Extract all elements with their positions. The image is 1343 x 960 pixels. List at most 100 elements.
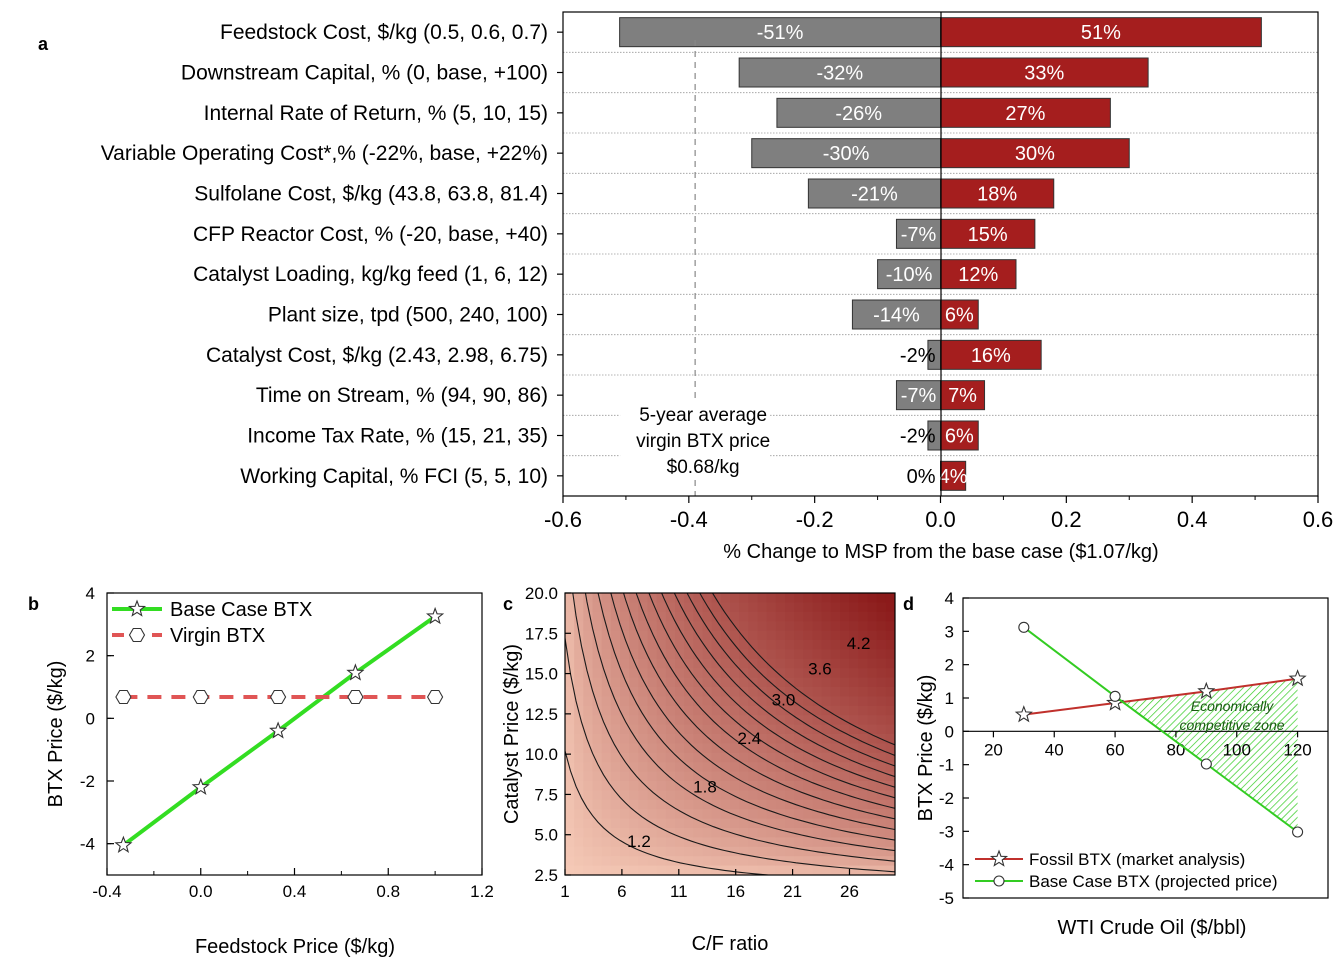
contour-line [711,593,895,746]
heatmap-cell [885,752,895,763]
x-tick-label: 0.4 [283,882,307,901]
heatmap-cell [583,705,594,716]
heatmap-cell [711,790,722,801]
heatmap-cell [821,734,832,744]
heatmap-cell [821,593,832,603]
heatmap-cell [720,724,731,735]
heatmap-cell [730,799,740,810]
heatmap-cell [592,771,603,782]
x-tick-label: 0.2 [1051,507,1082,532]
heatmap-cell [592,602,603,613]
heatmap-cell [693,593,704,603]
heatmap-cell [574,781,584,791]
heatmap-cell [812,621,823,632]
heatmap-cell [665,696,676,707]
panel-c-plot-frame [564,592,896,876]
heatmap-cell [601,593,612,603]
heatmap-cell [711,752,722,763]
heatmap-cell [739,818,749,829]
heatmap-cell [684,828,694,838]
heatmap-cell [665,621,676,632]
heatmap-cell [849,781,859,791]
heatmap-cell [757,771,768,782]
heatmap-cell [785,621,795,632]
heatmap-cell [684,837,694,848]
heatmap-cell [876,771,887,782]
heatmap-cell [583,856,594,867]
panel-d: d 20 40 60 80 100 120 -5 -4 -3 -2 -1 0 1 2 3 4 Economic… [903,589,1329,939]
heatmap-cell [647,687,658,697]
heatmap-cell [766,630,777,641]
y-tick-label: 4 [86,584,95,603]
heatmap-cell [785,668,795,679]
heatmap-cell [675,668,685,679]
heatmap-cell [647,724,658,735]
heatmap-cell [592,865,603,875]
heatmap-cell [702,611,713,622]
heatmap-cell [885,724,895,735]
heatmap-cell [803,781,814,791]
heatmap-cell [867,687,878,697]
heatmap-cell [730,828,740,838]
heatmap-cell [830,593,841,603]
contour-label: 3.6 [808,660,832,679]
heatmap-cell [867,734,878,744]
heatmap-cell [629,762,639,773]
heatmap-cell [775,865,786,875]
heatmap-cell [876,640,887,650]
heatmap-cell [702,621,713,632]
heatmap-cell [849,687,859,697]
heatmap-cell [574,856,584,867]
heatmap-cell [794,715,804,726]
heatmap-cell [803,818,814,829]
heatmap-cell [849,818,859,829]
heatmap-cell [885,658,895,669]
heatmap-cell [693,705,704,716]
heatmap-cell [794,649,804,660]
heatmap-cell [610,715,621,726]
heatmap-cell [684,790,694,801]
panel-d-y-axis-title: BTX Price ($/kg) [915,675,937,822]
heatmap-cell [803,677,814,688]
heatmap-cell [794,752,804,763]
heatmap-cell [885,630,895,641]
heatmap-cell [739,752,749,763]
heatmap-cell [830,743,841,754]
heatmap-cell [766,828,777,838]
heatmap-cell [565,602,575,613]
heatmap-cell [592,640,603,650]
heatmap-cell [620,818,630,829]
heatmap-cell [821,781,832,791]
heatmap-cell [730,856,740,867]
heatmap-cell [775,771,786,782]
heatmap-cell [656,696,667,707]
heatmap-cell [656,781,667,791]
heatmap-cell [739,743,749,754]
heatmap-cell [684,799,694,810]
heatmap-cell [656,828,667,838]
heatmap-cell [583,752,594,763]
heatmap-cell [849,752,859,763]
heatmap-cell [675,818,685,829]
heatmap-cell [620,762,630,773]
annotation-background [620,398,771,478]
heatmap-cell [730,630,740,641]
heatmap-cell [876,696,887,707]
heatmap-cell [757,715,768,726]
heatmap-cell [867,593,878,603]
bar-negative [895,380,941,411]
heatmap-cell [757,602,768,613]
heatmap-cell [739,771,749,782]
heatmap-cell [858,846,869,857]
heatmap-cell [629,781,639,791]
heatmap-cell [775,621,786,632]
heatmap-cell [867,837,878,848]
heatmap-cell [812,828,823,838]
heatmap-cell [849,771,859,782]
heatmap-cell [711,630,722,641]
heatmap-cell [684,846,694,857]
heatmap-cell [849,846,859,857]
heatmap-cell [711,865,722,875]
data-label-positive: 30% [1015,143,1055,165]
heatmap-cell [830,658,841,669]
